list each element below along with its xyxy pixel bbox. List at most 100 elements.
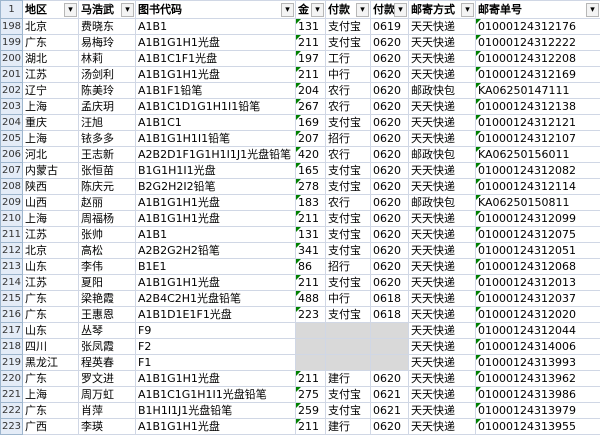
code-cell: B1H1I1J1光盘铅笔 — [135, 402, 296, 419]
data-row: 212 北京 高松 A2B2G2H2铅笔 341 支付宝 0620 天天快递 010001243… — [0, 242, 600, 259]
date-cell: 0620 — [370, 210, 409, 227]
region-cell: 江苏 — [22, 274, 79, 291]
column-header[interactable]: 地区 — [22, 0, 79, 19]
name-cell: 费晓东 — [78, 18, 136, 35]
date-cell — [370, 322, 409, 339]
data-row: 211 江苏 张帅 A1B1 131 支付宝 0620 天天快递 01000124312075 — [0, 226, 600, 243]
date-cell: 0620 — [370, 226, 409, 243]
tracking-cell: 01000124312114 — [475, 178, 600, 195]
tracking-cell: KA06250147111 — [475, 82, 600, 99]
name-cell: 丛琴 — [78, 322, 136, 339]
row-number: 205 — [0, 130, 23, 147]
date-cell: 0620 — [370, 34, 409, 51]
code-cell: A1B1G1H1光盘 — [135, 274, 296, 291]
data-row: 220 广东 罗文进 A1B1G1H1光盘 211 建行 0620 天天快递 010001243… — [0, 370, 600, 387]
row-number: 211 — [0, 226, 23, 243]
shipping-cell: 天天快递 — [408, 226, 476, 243]
region-cell: 辽宁 — [22, 82, 79, 99]
date-cell: 0620 — [370, 370, 409, 387]
row-number: 210 — [0, 210, 23, 227]
data-row: 209 山西 赵丽 A1B1G1H1光盘 183 农行 0620 邮政快包 KA06250150… — [0, 194, 600, 211]
row-number: 219 — [0, 354, 23, 371]
name-cell: 程英春 — [78, 354, 136, 371]
payment-cell: 支付宝 — [325, 162, 371, 179]
date-cell: 0620 — [370, 130, 409, 147]
data-row: 223 广西 李瑛 A1B1G1H1光盘 211 建行 0620 天天快递 0100012431… — [0, 418, 600, 435]
tracking-cell: 01000124312099 — [475, 210, 600, 227]
amount-cell: 183 — [295, 194, 326, 211]
shipping-cell: 天天快递 — [408, 50, 476, 67]
region-cell: 北京 — [22, 242, 79, 259]
payment-cell: 工行 — [325, 50, 371, 67]
code-cell: F9 — [135, 322, 296, 339]
data-row: 218 四川 张凤霞 F2 天天快递 01000124314006 — [0, 338, 600, 355]
name-cell: 林莉 — [78, 50, 136, 67]
name-cell: 陈庆元 — [78, 178, 136, 195]
shipping-cell: 天天快递 — [408, 386, 476, 403]
column-header[interactable]: 金 — [295, 0, 326, 19]
code-cell: A1B1G1H1光盘 — [135, 66, 296, 83]
column-header[interactable]: 图书代码 — [135, 0, 296, 19]
amount-cell: 197 — [295, 50, 326, 67]
code-cell: A1B1G1H1I1铅笔 — [135, 130, 296, 147]
payment-cell: 支付宝 — [325, 386, 371, 403]
tracking-cell: 01000124312020 — [475, 306, 600, 323]
name-cell: 周福杨 — [78, 210, 136, 227]
name-cell: 陈美玲 — [78, 82, 136, 99]
data-row: 207 内蒙古 张恒苗 B1G1H1I1光盘 165 支付宝 0620 天天快递 0100012… — [0, 162, 600, 179]
column-header[interactable]: 付款 — [325, 0, 371, 19]
payment-cell: 农行 — [325, 82, 371, 99]
shipping-cell: 天天快递 — [408, 402, 476, 419]
amount-cell: 275 — [295, 386, 326, 403]
amount-cell: 211 — [295, 34, 326, 51]
date-cell: 0620 — [370, 242, 409, 259]
code-cell: A1B1G1H1光盘 — [135, 34, 296, 51]
region-cell: 上海 — [22, 210, 79, 227]
column-header[interactable]: 邮寄单号 — [475, 0, 600, 19]
amount-cell: 211 — [295, 370, 326, 387]
date-cell: 0620 — [370, 258, 409, 275]
code-cell: A1B1G1H1光盘 — [135, 210, 296, 227]
shipping-cell: 天天快递 — [408, 130, 476, 147]
name-cell: 张恒苗 — [78, 162, 136, 179]
shipping-cell: 天天快递 — [408, 274, 476, 291]
row-number: 201 — [0, 66, 23, 83]
tracking-cell: 01000124314006 — [475, 338, 600, 355]
region-cell: 上海 — [22, 130, 79, 147]
amount-cell: 131 — [295, 18, 326, 35]
row-number: 199 — [0, 34, 23, 51]
code-cell: A1B1 — [135, 226, 296, 243]
name-cell: 罗文进 — [78, 370, 136, 387]
shipping-cell: 天天快递 — [408, 98, 476, 115]
tracking-cell: 01000124312169 — [475, 66, 600, 83]
code-cell: A1B1C1 — [135, 114, 296, 131]
column-header[interactable]: 邮寄方式 — [408, 0, 476, 19]
amount-cell: 259 — [295, 402, 326, 419]
amount-cell: 169 — [295, 114, 326, 131]
amount-cell: 211 — [295, 66, 326, 83]
column-header[interactable]: 付款 — [370, 0, 409, 19]
date-cell: 0620 — [370, 98, 409, 115]
shipping-cell: 天天快递 — [408, 162, 476, 179]
payment-cell: 支付宝 — [325, 274, 371, 291]
payment-cell: 招行 — [325, 258, 371, 275]
data-row: 201 江苏 汤剑利 A1B1G1H1光盘 211 中行 0620 天天快递 010001243… — [0, 66, 600, 83]
column-header[interactable]: 马浩武 — [78, 0, 136, 19]
name-cell: 张帅 — [78, 226, 136, 243]
code-cell: A1B1D1E1F1光盘 — [135, 306, 296, 323]
tracking-cell: 01000124313993 — [475, 354, 600, 371]
row-number: 216 — [0, 306, 23, 323]
payment-cell: 支付宝 — [325, 178, 371, 195]
data-row: 199 广东 易梅玲 A1B1G1H1光盘 211 支付宝 0620 天天快递 01000124… — [0, 34, 600, 51]
code-cell: A1B1G1H1光盘 — [135, 370, 296, 387]
shipping-cell: 天天快递 — [408, 290, 476, 307]
tracking-cell: 01000124312044 — [475, 322, 600, 339]
shipping-cell: 天天快递 — [408, 306, 476, 323]
row-number: 198 — [0, 18, 23, 35]
shipping-cell: 天天快递 — [408, 258, 476, 275]
tracking-cell: 01000124312037 — [475, 290, 600, 307]
payment-cell: 支付宝 — [325, 306, 371, 323]
code-cell: A1B1 — [135, 18, 296, 35]
payment-cell: 支付宝 — [325, 34, 371, 51]
